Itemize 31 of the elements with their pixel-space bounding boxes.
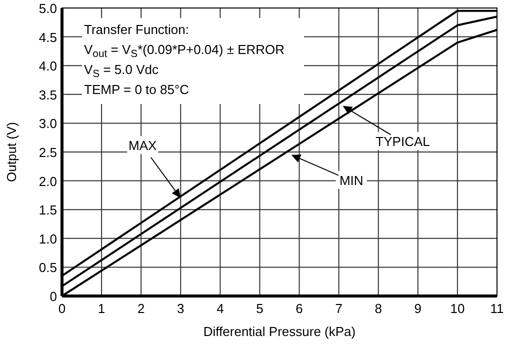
y-tick-label: 4.5: [38, 30, 57, 45]
annotation: Transfer Function:: [84, 22, 190, 37]
y-tick-label: 4.0: [38, 58, 57, 74]
x-tick-label: 8: [374, 301, 382, 316]
y-tick-label: 0.5: [38, 260, 57, 276]
y-tick-label: 0: [50, 289, 57, 304]
y-tick-label: 5.0: [38, 1, 57, 16]
annotation: MIN: [339, 172, 364, 188]
y-axis-title: Output (V): [4, 122, 19, 182]
x-tick-label: 7: [335, 301, 342, 316]
x-tick-label: 6: [296, 301, 303, 316]
annotation: TEMP = 0 to 85°C: [84, 82, 190, 97]
y-tick-label: 1.0: [38, 231, 57, 246]
annotation: TYPICAL: [376, 134, 430, 149]
x-tick-label: 4: [216, 301, 224, 316]
annotation: MAX: [128, 138, 158, 154]
y-tick-label: 3.5: [38, 87, 57, 102]
annotation: V$_{S}$ = 5.0 Vdc: [84, 62, 160, 80]
x-tick-label: 2: [137, 301, 145, 316]
y-tick-label: 2.0: [38, 174, 57, 189]
x-tick-label: 3: [177, 301, 184, 316]
x-tick-label: 5: [256, 301, 264, 316]
annotation: V$_{out}$ = V$_{S}$*(0.09*P+0.04) ± ERROR: [84, 42, 285, 60]
x-axis-title: Differential Pressure (kPa): [203, 324, 356, 339]
x-tick-label: 10: [450, 301, 465, 316]
x-tick-label: 11: [490, 301, 504, 316]
y-tick-label: 1.5: [38, 202, 57, 218]
y-tick-label: 2.5: [38, 145, 57, 160]
y-tick-label: 3.0: [38, 116, 57, 132]
x-tick-label: 1: [98, 301, 106, 316]
x-tick-label: 9: [414, 301, 422, 316]
